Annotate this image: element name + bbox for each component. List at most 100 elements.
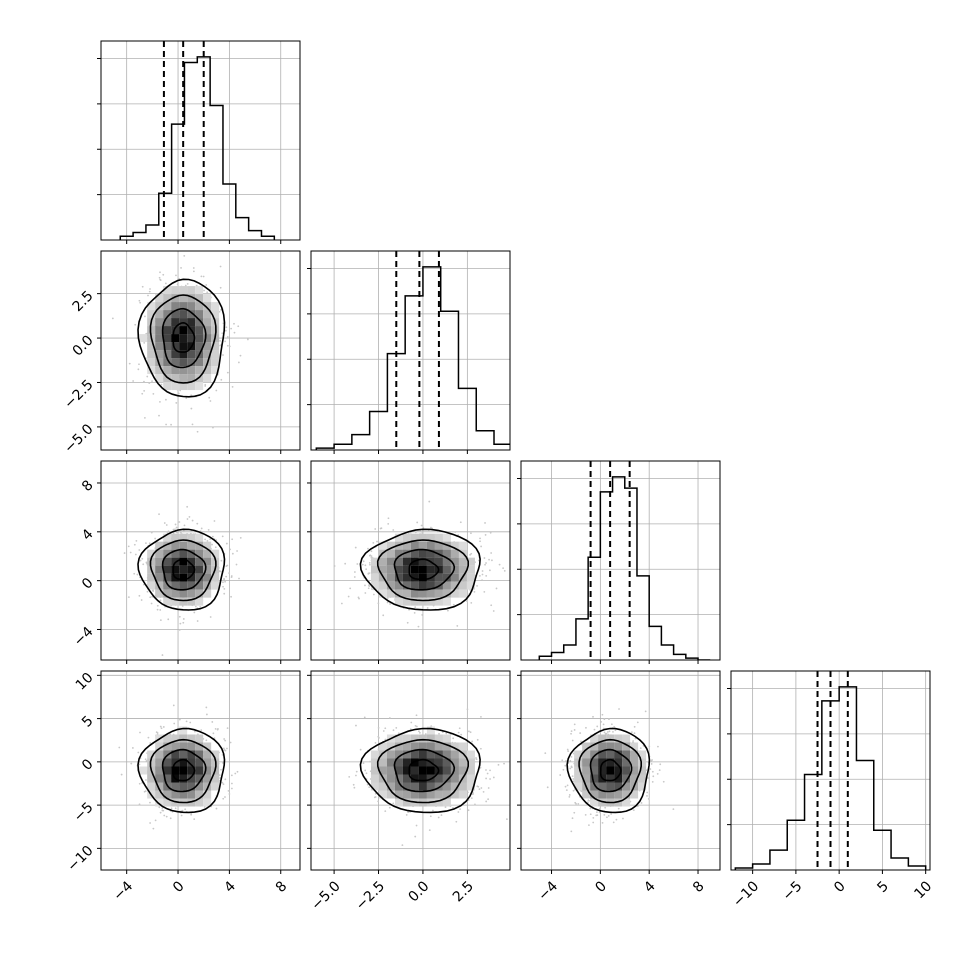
scatter-point (485, 777, 488, 780)
scatter-point (206, 291, 209, 294)
scatter-point (138, 363, 140, 366)
density-cell (171, 549, 180, 558)
scatter-point (182, 618, 185, 620)
scatter-point (151, 589, 154, 592)
contour-line (149, 738, 217, 804)
scatter-point (372, 593, 375, 596)
density-cell (434, 557, 443, 566)
scatter-point (193, 611, 196, 614)
scatter-point (633, 725, 636, 728)
scatter-point (480, 545, 483, 548)
scatter-point (365, 568, 368, 571)
density-cell (590, 774, 599, 783)
density-cell (630, 774, 639, 783)
scatter-point (445, 732, 448, 735)
density-cell (211, 310, 220, 319)
scatter-point (120, 773, 123, 776)
density-cell (203, 774, 212, 783)
scatter-point (386, 597, 389, 600)
scatter-point (231, 552, 234, 555)
density-cell (370, 573, 379, 582)
density-cell (434, 597, 443, 606)
density-cell (442, 782, 451, 791)
scatter-point (163, 522, 166, 524)
density-cell (394, 573, 403, 582)
scatter-point (222, 783, 225, 786)
density-cell (410, 750, 419, 759)
x-tick-label: 8 (273, 878, 291, 896)
scatter-point (484, 563, 486, 566)
scatter-point (603, 731, 606, 734)
scatter-point (130, 762, 133, 765)
density-cell (187, 565, 196, 574)
scatter-point (354, 546, 357, 549)
density-cell (378, 541, 387, 550)
scatter-point (174, 528, 176, 531)
density-cell (187, 557, 196, 566)
histogram-panel-3: −10 −5 0 5 10 (727, 670, 935, 911)
density-cell (195, 358, 204, 367)
density-cell (402, 774, 411, 783)
scatter-point (165, 815, 168, 818)
scatter-point (182, 530, 185, 533)
scatter-point (175, 531, 178, 534)
density-cell (434, 782, 443, 791)
scatter-point (604, 732, 607, 735)
scatter-point (141, 392, 144, 395)
scatter-point (213, 737, 216, 740)
scatter-point (579, 732, 582, 734)
scatter-point (472, 793, 475, 795)
density-cell (179, 342, 188, 351)
density-cell (386, 758, 395, 767)
density-cell (426, 533, 435, 542)
scatter-point (184, 808, 187, 811)
contour-line (376, 738, 469, 804)
scatter-point (392, 729, 395, 732)
density-cell (155, 573, 164, 582)
scatter-point (612, 730, 614, 733)
scatter-point (144, 758, 147, 761)
scatter-point (414, 835, 417, 838)
scatter-point (485, 562, 487, 564)
density-cell (402, 798, 411, 807)
density-cell (574, 750, 583, 759)
density-cell (163, 597, 172, 606)
density-cell (466, 774, 475, 783)
scatter-point (224, 340, 227, 343)
scatter-point (353, 576, 356, 578)
density-cell (187, 750, 196, 759)
scatter-point (224, 778, 227, 781)
scatter-point (172, 528, 175, 531)
panel-frame (310, 250, 511, 451)
scatter-point (238, 577, 240, 580)
scatter-point (483, 557, 486, 559)
scatter-point (452, 806, 454, 809)
y-tick-label: 10 (73, 670, 97, 694)
density-cell (171, 366, 180, 375)
scatter-point (564, 764, 567, 767)
scatter-point (482, 791, 485, 793)
density-cell (163, 581, 172, 590)
scatter-point (610, 813, 613, 815)
density-cell (155, 565, 164, 574)
scatter-point (364, 564, 367, 567)
scatter-point (410, 721, 413, 724)
scatter-point (147, 736, 150, 739)
scatter-point (222, 585, 224, 588)
scatter-point (575, 803, 577, 805)
scatter-point (570, 730, 573, 733)
scatter-point (128, 362, 131, 365)
scatter-point (162, 726, 165, 728)
scatter-point (208, 396, 211, 399)
scatter-point (226, 344, 229, 347)
scatter-point (364, 769, 367, 772)
density-cell (410, 565, 419, 574)
density-cell (187, 774, 196, 783)
contour-line (393, 548, 456, 591)
density-cell (211, 342, 220, 351)
density-cell (630, 750, 639, 759)
density-cell (155, 350, 164, 359)
density-cell (179, 734, 188, 743)
density-cell (418, 734, 427, 743)
density-cell (410, 782, 419, 791)
